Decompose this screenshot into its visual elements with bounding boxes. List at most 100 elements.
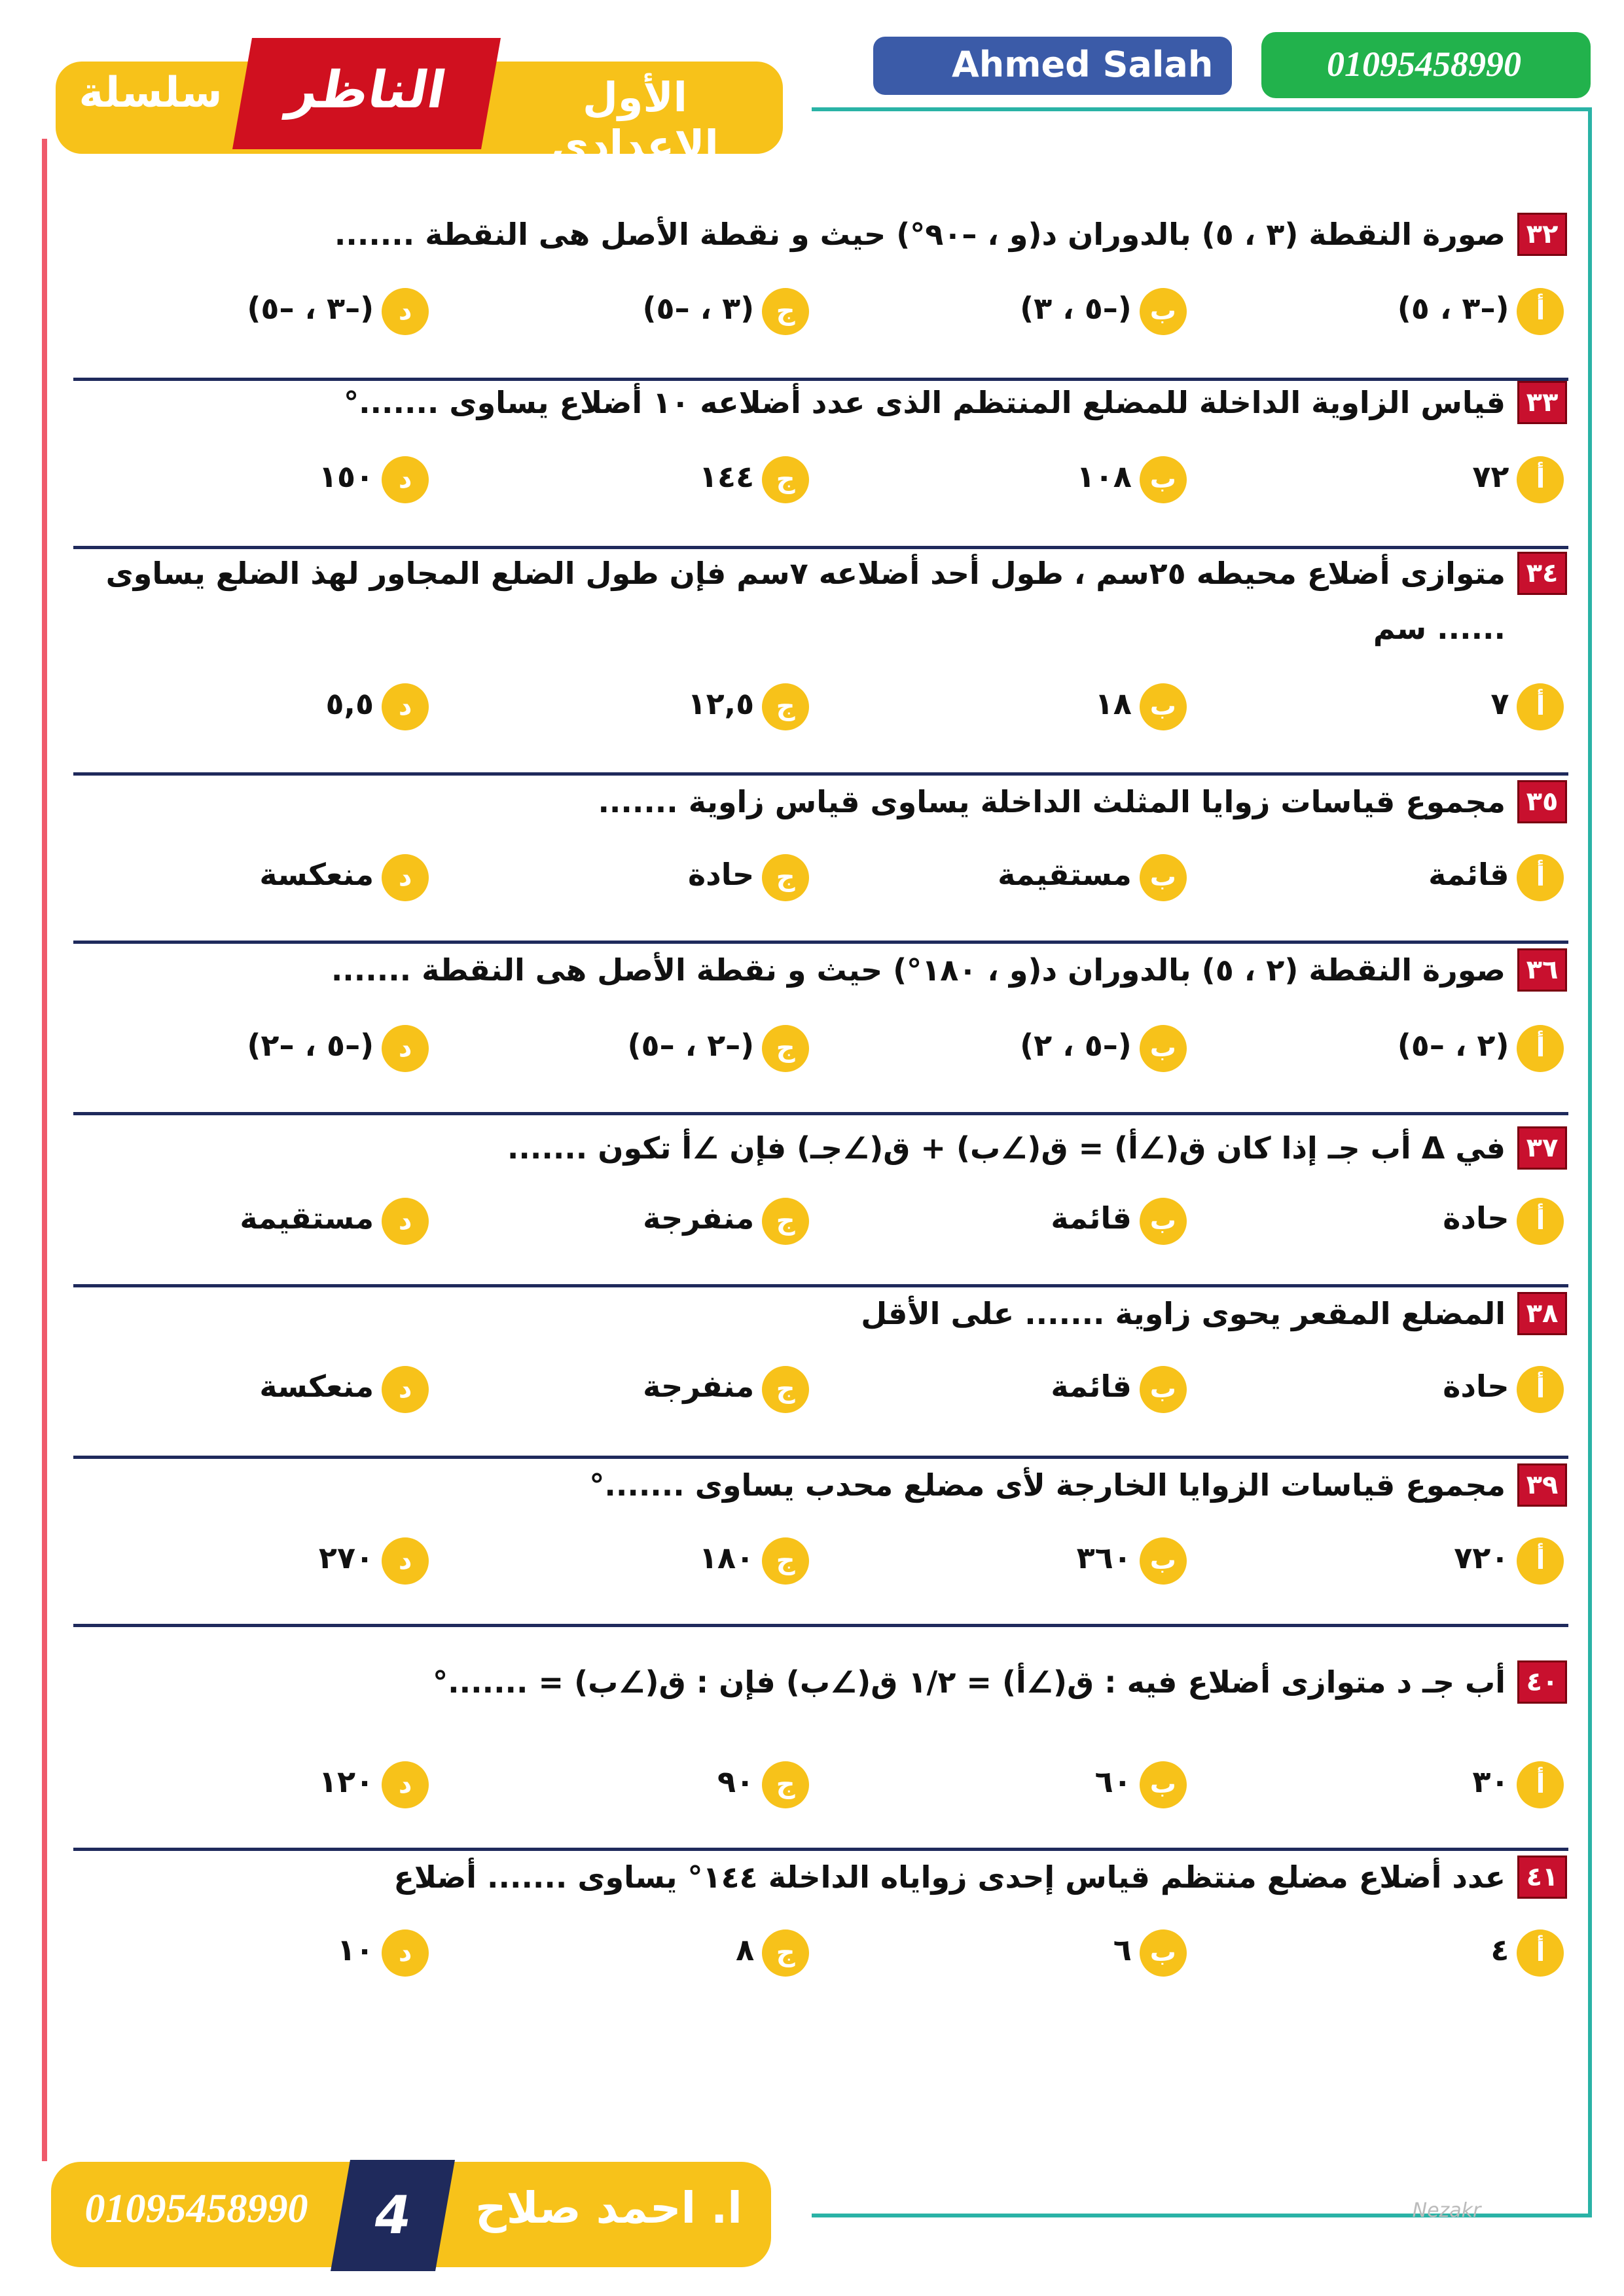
question-number: ٣٨ [1517,1292,1567,1336]
option-text: (–٢ ، –٥) [627,1028,755,1064]
option-letter: د [382,288,429,336]
option-letter: ج [762,1198,810,1246]
option-letter: أ [1517,1198,1564,1246]
option-text: ٦٠ [1094,1763,1132,1799]
question-number: ٣٧ [1517,1126,1567,1170]
option-text: ٤ [1490,1931,1509,1967]
option-letter: د [382,854,429,901]
question-number: ٣٥ [1517,780,1567,823]
option-letter: ج [762,1761,810,1808]
option-text: ٧٢٠ [1454,1539,1509,1575]
frame-top [812,107,1592,111]
option-letter: د [382,456,429,504]
option-text: منفرجة [643,1200,755,1236]
separator [73,772,1568,776]
option-letter: أ [1517,1537,1564,1585]
option-letter: ب [1139,456,1187,504]
option-text: قائمة [1051,1369,1132,1405]
option-letter: أ [1517,1761,1564,1808]
option-text: حادة [688,857,755,892]
option-letter: ب [1139,1198,1187,1246]
question-text: أب جـ د متوازى أضلاع فيه : ق(∠أ) = ١/٢ ق… [433,1664,1506,1700]
option-letter: د [382,1929,429,1977]
separator [73,941,1568,944]
option-letter: أ [1517,1366,1564,1414]
option-text: (٣ ، –٥) [642,291,755,327]
grade: الأول الإعدادى [551,73,719,169]
option-text: ٧ [1490,685,1509,721]
option-text: (٢ ، –٥) [1397,1028,1509,1064]
question-text: المضلع المقعر يحوى زاوية ....... على الأ… [861,1296,1506,1332]
facebook: Ahmed Salah [873,37,1232,95]
option-letter: ب [1139,1366,1187,1414]
option-text: ١٨٠ [698,1539,755,1575]
page-number: 4 [331,2160,455,2271]
option-letter: د [382,683,429,730]
option-letter: أ [1517,456,1564,504]
question-text: مجموع قياسات الزوايا الخارجة لأى مضلع مح… [589,1467,1506,1503]
option-text: ١٢,٥ [687,685,755,721]
separator [73,1284,1568,1288]
option-letter: ب [1139,288,1187,336]
option-letter: أ [1517,683,1564,730]
separator [73,545,1568,549]
brand: الناظر [232,38,501,149]
series-label: سلسلة [79,69,223,117]
option-letter: ج [762,1537,810,1585]
question-number: ٣٢ [1517,212,1567,256]
option-text: مستقيمة [240,1200,374,1236]
option-text: قائمة [1428,857,1509,892]
option-letter: أ [1517,854,1564,901]
question-text: صورة النقطة (٣ ، ٥) بالدوران د(و ، –٩٠°)… [334,216,1506,252]
option-text: ١٤٤ [698,459,755,495]
whatsapp: 01095458990 [1261,32,1591,98]
option-text: مستقيمة [998,857,1132,892]
option-text: حادة [1443,1369,1509,1405]
option-text: (–٣ ، –٥) [247,291,374,327]
question-number: ٣٣ [1517,380,1567,424]
option-text: ٥,٥ [325,685,374,721]
option-letter: ج [762,1025,810,1073]
frame-bottom [812,2214,1592,2217]
option-letter: د [382,1537,429,1585]
option-letter: د [382,1198,429,1246]
option-letter: ب [1139,1537,1187,1585]
option-text: (–٥ ، ٣) [1020,291,1132,327]
option-text: ١٠٨ [1076,459,1132,495]
option-text: ١٢٠ [318,1763,374,1799]
option-text: ١٥٠ [318,459,374,495]
question-text: مجموع قياسات زوايا المثلث الداخلة يساوى … [598,783,1506,819]
option-letter: أ [1517,288,1564,336]
question-text: متوازى أضلاع محيطه ٢٥سم ، طول أحد أضلاعه… [105,556,1506,647]
option-text: ٨ [736,1931,755,1967]
question-number: ٣٤ [1517,552,1567,596]
option-letter: أ [1517,1929,1564,1977]
option-text: ٧٢ [1472,459,1509,495]
option-letter: ج [762,683,810,730]
option-letter: د [382,1761,429,1808]
option-text: (–٣ ، ٥) [1397,291,1509,327]
option-text: (–٥ ، ٢) [1020,1028,1132,1064]
separator [73,1455,1568,1459]
option-letter: ب [1139,1025,1187,1073]
question-text: صورة النقطة (٢ ، ٥) بالدوران د(و ، ١٨٠°)… [331,952,1506,988]
option-text: منعكسة [259,857,374,892]
option-letter: أ [1517,1025,1564,1073]
option-text: ٣٠ [1472,1763,1509,1799]
option-text: ١٠ [336,1931,374,1967]
separator [73,1847,1568,1851]
separator [73,1623,1568,1627]
logo: Nezakr [1412,2199,1481,2222]
option-letter: ج [762,456,810,504]
option-letter: ج [762,1929,810,1977]
separator [73,377,1568,381]
option-text: ٢٧٠ [318,1539,374,1575]
option-letter: د [382,1366,429,1414]
frame-right [1588,107,1592,2217]
question-text: قياس الزاوية الداخلة للمضلع المنتظم الذى… [344,384,1506,420]
option-text: (–٥ ، –٢) [247,1028,374,1064]
question-number: ٤٠ [1517,1660,1567,1704]
question-number: ٤١ [1517,1855,1567,1899]
option-text: منفرجة [643,1369,755,1405]
